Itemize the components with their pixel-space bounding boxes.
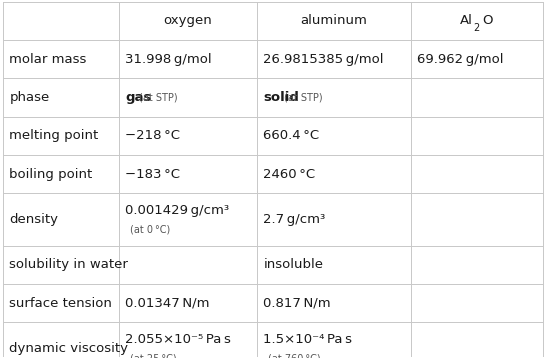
Text: (at 0 °C): (at 0 °C) — [130, 225, 170, 235]
Text: phase: phase — [9, 91, 50, 104]
Text: 31.998 g/mol: 31.998 g/mol — [126, 53, 212, 66]
Text: (at STP): (at STP) — [139, 92, 178, 102]
Text: 2: 2 — [473, 23, 479, 33]
Text: dynamic viscosity: dynamic viscosity — [9, 342, 128, 355]
Text: solubility in water: solubility in water — [9, 258, 128, 271]
Text: melting point: melting point — [9, 129, 98, 142]
Text: 2.7 g/cm³: 2.7 g/cm³ — [263, 213, 325, 226]
Text: 1.5×10⁻⁴ Pa s: 1.5×10⁻⁴ Pa s — [263, 333, 352, 346]
Text: (at 25 °C): (at 25 °C) — [130, 354, 176, 358]
Text: 0.817 N/m: 0.817 N/m — [263, 296, 331, 310]
Text: boiling point: boiling point — [9, 168, 92, 180]
Text: (at STP): (at STP) — [284, 92, 323, 102]
Text: solid: solid — [263, 91, 299, 104]
Text: Al: Al — [460, 14, 473, 28]
Text: oxygen: oxygen — [163, 14, 212, 28]
Text: 69.962 g/mol: 69.962 g/mol — [417, 53, 504, 66]
Text: 0.01347 N/m: 0.01347 N/m — [126, 296, 210, 310]
Text: 0.001429 g/cm³: 0.001429 g/cm³ — [126, 204, 230, 217]
Text: O: O — [482, 14, 492, 28]
Text: −218 °C: −218 °C — [126, 129, 181, 142]
Text: density: density — [9, 213, 58, 226]
Text: aluminum: aluminum — [300, 14, 367, 28]
Text: 660.4 °C: 660.4 °C — [263, 129, 319, 142]
Text: 2.055×10⁻⁵ Pa s: 2.055×10⁻⁵ Pa s — [126, 333, 232, 346]
Text: −183 °C: −183 °C — [126, 168, 181, 180]
Text: 26.9815385 g/mol: 26.9815385 g/mol — [263, 53, 384, 66]
Text: insoluble: insoluble — [263, 258, 323, 271]
Text: molar mass: molar mass — [9, 53, 87, 66]
Text: 2460 °C: 2460 °C — [263, 168, 316, 180]
Text: gas: gas — [126, 91, 152, 104]
Text: surface tension: surface tension — [9, 296, 112, 310]
Text: (at 760 °C): (at 760 °C) — [268, 354, 321, 358]
